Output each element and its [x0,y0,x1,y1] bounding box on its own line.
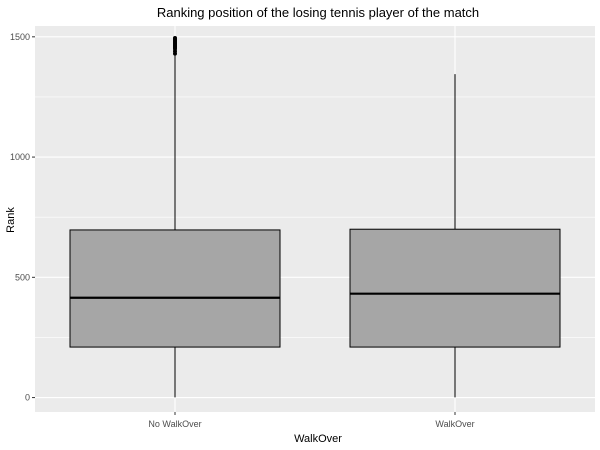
box-no-walkover [69,36,281,398]
y-tick-label: 1000 [10,152,30,162]
box-walkover [349,74,561,398]
plot-panel [35,26,595,412]
box-iqr [69,229,281,348]
chart-title: Ranking position of the losing tennis pl… [157,5,479,20]
y-axis-ticks: 0 500 1000 1500 [10,32,35,403]
x-tick-label: WalkOver [435,419,474,429]
y-tick-label: 500 [15,272,30,282]
x-tick-label: No WalkOver [148,419,201,429]
y-tick-label: 0 [25,393,30,403]
y-axis-title: Rank [5,207,17,233]
x-axis-title: WalkOver [294,433,342,445]
box-iqr [349,228,561,348]
y-tick-label: 1500 [10,32,30,42]
x-axis-ticks: No WalkOver WalkOver [148,412,475,429]
boxplots [69,36,561,398]
outlier-point [173,36,177,41]
